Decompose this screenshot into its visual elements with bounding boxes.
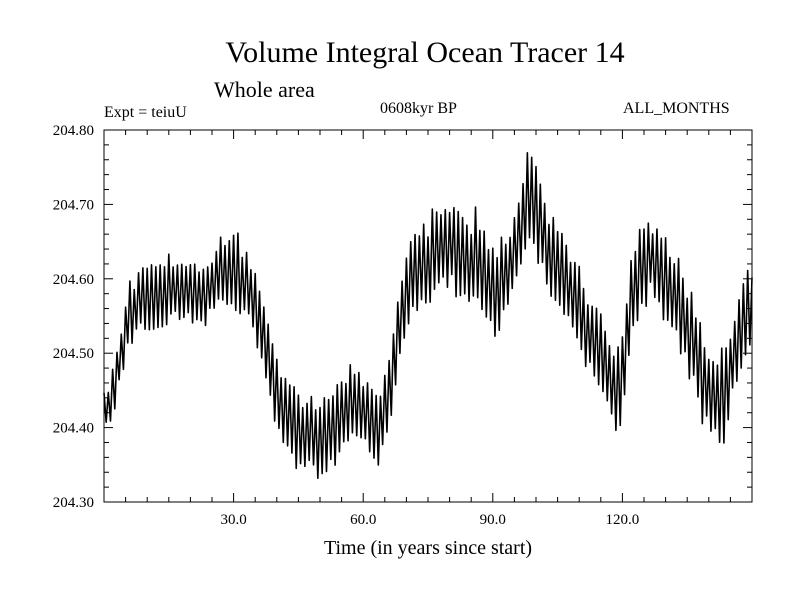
y-tick-label: 204.70 <box>53 197 94 213</box>
months-label: ALL_MONTHS <box>623 100 730 117</box>
series-lines <box>103 151 753 480</box>
y-tick-label: 204.50 <box>53 346 94 362</box>
x-axis-label: Time (in years since start) <box>323 537 533 559</box>
series-line <box>103 151 753 480</box>
y-tick-label: 204.80 <box>53 123 94 139</box>
x-tick-label: 90.0 <box>480 512 506 528</box>
tick-labels: 30.0 60.0 90.0 120.0 204.30 204.40 204.50 204.6… <box>53 123 640 528</box>
y-tick-label: 204.40 <box>53 421 94 437</box>
y-tick-label: 204.30 <box>53 495 94 511</box>
chart-subtitle: Whole area <box>214 77 315 102</box>
x-tick-label: 120.0 <box>606 512 640 528</box>
y-tick-label: 204.60 <box>53 272 94 288</box>
epoch-label: 0608kyr BP <box>380 100 457 117</box>
experiment-label: Expt = teiuU <box>104 104 187 121</box>
x-tick-label: 30.0 <box>220 512 246 528</box>
plot-frame <box>103 129 753 503</box>
chart-title: Volume Integral Ocean Tracer 14 <box>225 36 625 69</box>
x-tick-label: 60.0 <box>350 512 376 528</box>
